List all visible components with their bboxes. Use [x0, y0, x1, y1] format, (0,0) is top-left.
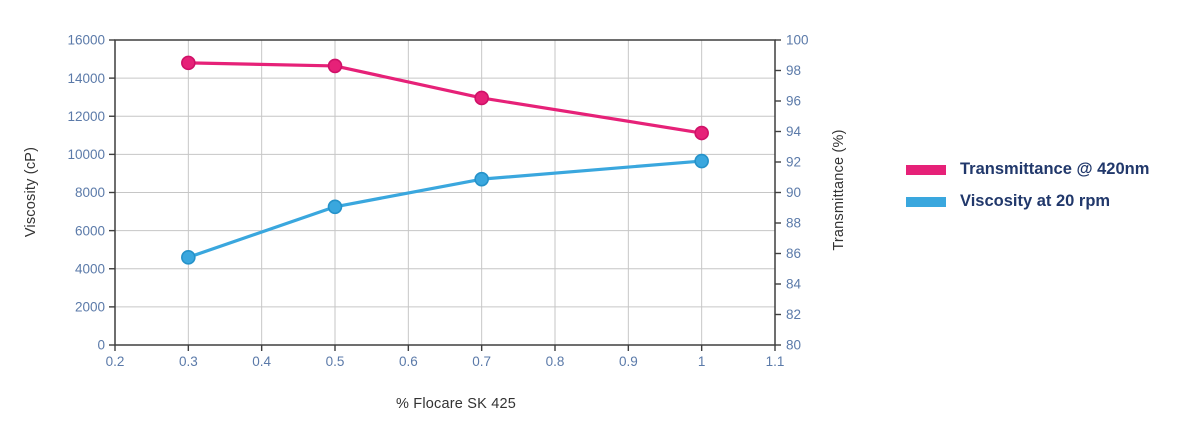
data-point	[694, 125, 709, 141]
legend-label-viscosity: Viscosity at 20 rpm	[960, 192, 1111, 210]
x-tick-label: 0.5	[326, 354, 345, 369]
x-axis-title: % Flocare SK 425	[395, 396, 517, 412]
y-tick-label-right: 100	[786, 33, 809, 48]
chart-legend: Transmittance @ 420nm Viscosity at 20 rp…	[906, 160, 1149, 211]
y-tick-label-left: 8000	[75, 185, 105, 200]
series-transmittance	[181, 55, 709, 141]
y-tick-label-left: 14000	[67, 71, 105, 86]
y-tick-label-left: 16000	[67, 33, 105, 48]
y-tick-label-right: 98	[786, 63, 801, 78]
y-axis-title-left: Viscosity (cP)	[23, 146, 39, 238]
y-tick-label-right: 86	[786, 246, 801, 261]
x-tick-label: 1	[698, 354, 706, 369]
x-tick-label: 0.8	[546, 354, 565, 369]
plot-border	[114, 39, 776, 346]
tick-labels: 0.2 0.3 0.4 0.5 0.6 0.7 0.8 0.9 1 1.1 0 2000 4000 600…	[67, 33, 808, 369]
series-viscosity	[181, 153, 709, 265]
y-tick-label-left: 2000	[75, 300, 105, 315]
x-tick-label: 0.9	[619, 354, 638, 369]
y-tick-label-left: 10000	[67, 147, 105, 162]
data-point	[181, 55, 196, 71]
y-tick-label-right: 82	[786, 307, 801, 322]
x-tick-label: 0.4	[252, 354, 271, 369]
y-tick-label-right: 92	[786, 155, 801, 170]
data-point	[694, 153, 709, 169]
series-line	[186, 61, 704, 135]
y-tick-label-right: 96	[786, 94, 801, 109]
axis-ticks	[109, 39, 781, 351]
y-tick-label-right: 88	[786, 216, 801, 231]
data-point	[327, 58, 343, 74]
y-axis-title-right: Transmittance (%)	[831, 129, 847, 251]
gridlines	[115, 40, 775, 345]
y-tick-label-right: 84	[786, 277, 802, 292]
x-tick-label: 1.1	[766, 354, 785, 369]
y-tick-label-left: 12000	[67, 109, 105, 124]
legend-swatch-transmittance	[906, 164, 946, 175]
y-tick-label-right: 94	[786, 124, 802, 139]
y-tick-label-left: 6000	[75, 223, 105, 238]
data-point	[474, 171, 489, 187]
data-point	[474, 90, 489, 106]
y-tick-label-right: 90	[786, 185, 801, 200]
legend-item-transmittance: Transmittance @ 420nm	[906, 160, 1149, 179]
x-tick-label: 0.3	[179, 354, 198, 369]
x-tick-label: 0.7	[472, 354, 491, 369]
legend-swatch-viscosity	[906, 196, 946, 207]
data-point	[327, 199, 343, 215]
series-line	[186, 159, 704, 259]
y-tick-label-left: 0	[97, 338, 105, 353]
data-point	[181, 250, 196, 265]
legend-label-transmittance: Transmittance @ 420nm	[960, 160, 1150, 178]
y-tick-label-right: 80	[786, 338, 801, 353]
x-tick-label: 0.2	[106, 354, 125, 369]
y-tick-label-left: 4000	[75, 261, 105, 276]
x-tick-label: 0.6	[399, 354, 418, 369]
legend-item-viscosity: Viscosity at 20 rpm	[906, 192, 1149, 211]
